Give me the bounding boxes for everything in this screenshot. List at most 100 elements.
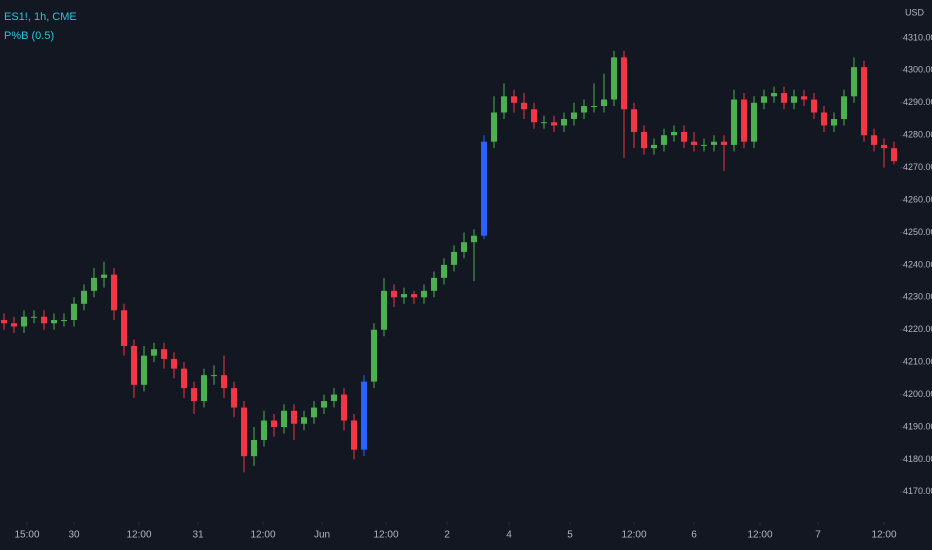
- y-tick-label: 4220.00: [903, 324, 932, 334]
- candle-body: [751, 102, 757, 142]
- candle-body: [71, 303, 77, 321]
- candle-body: [211, 375, 217, 377]
- candle-body: [581, 106, 587, 113]
- candle-body: [711, 141, 717, 145]
- candle-body: [871, 135, 877, 145]
- x-tick-label: 5: [567, 530, 573, 541]
- x-tick-label: 7: [815, 530, 821, 541]
- x-tick-label: Jun: [314, 530, 330, 541]
- candle-body: [51, 320, 57, 324]
- y-tick-label: 4250.00: [903, 227, 932, 237]
- candle-body: [231, 388, 237, 408]
- candle-body: [761, 96, 767, 103]
- candle-body: [671, 131, 677, 136]
- candle-body: [781, 93, 787, 103]
- candle-body: [521, 102, 527, 110]
- candle-body: [731, 99, 737, 145]
- candle-body: [771, 93, 777, 97]
- y-tick-label: 4200.00: [903, 389, 932, 399]
- candle-body: [141, 355, 147, 385]
- candle-body: [351, 420, 357, 450]
- candle-body: [541, 122, 547, 124]
- candle-body: [431, 277, 437, 291]
- candle-body: [801, 96, 807, 100]
- candle-body: [111, 274, 117, 311]
- candle-body: [791, 96, 797, 103]
- candle-body: [401, 294, 407, 298]
- x-tick-label: 2: [444, 530, 450, 541]
- candle-body: [741, 99, 747, 142]
- x-tick-label: 12:00: [250, 530, 275, 541]
- x-tick-label: 12:00: [871, 530, 896, 541]
- y-tick-label: 4300.00: [903, 65, 932, 75]
- candle-body: [891, 148, 897, 162]
- candle-body: [241, 407, 247, 457]
- candle-body: [201, 375, 207, 402]
- candle-body: [61, 320, 67, 322]
- candle-body: [811, 99, 817, 113]
- candle-body: [331, 394, 337, 402]
- candle-body: [81, 290, 87, 304]
- candle-body: [551, 122, 557, 126]
- candle-body: [91, 277, 97, 291]
- candle-body: [341, 394, 347, 421]
- candle-body: [121, 310, 127, 346]
- y-tick-label: 4190.00: [903, 421, 932, 431]
- candle-body: [441, 264, 447, 278]
- candle-body: [411, 294, 417, 298]
- candle-body: [311, 407, 317, 418]
- candle-body: [11, 323, 17, 327]
- candle-body: [501, 96, 507, 113]
- candle-body: [271, 420, 277, 427]
- candle-body: [181, 368, 187, 389]
- x-tick-label: 6: [691, 530, 697, 541]
- candle-body: [381, 290, 387, 330]
- candle-body: [221, 375, 227, 389]
- candle-body: [491, 112, 497, 142]
- candle-body: [841, 96, 847, 119]
- y-tick-label: 4310.00: [903, 32, 932, 42]
- y-tick-label: 4230.00: [903, 292, 932, 302]
- candle-body: [421, 290, 427, 298]
- x-tick-label: 15:00: [14, 530, 39, 541]
- candle-body: [641, 131, 647, 149]
- candle-body: [861, 67, 867, 136]
- candle-body: [561, 118, 567, 126]
- x-tick-label: 12:00: [126, 530, 151, 541]
- candle-body: [721, 141, 727, 145]
- candle-body: [851, 67, 857, 97]
- y-tick-label: 4280.00: [903, 130, 932, 140]
- candle-body: [391, 290, 397, 298]
- candle-body: [31, 316, 37, 318]
- candle-body: [621, 57, 627, 110]
- candle-body: [571, 112, 577, 119]
- candle-body: [831, 118, 837, 126]
- x-tick-label: 12:00: [373, 530, 398, 541]
- candle-body: [651, 144, 657, 149]
- candle-body: [451, 251, 457, 265]
- candle-body: [481, 141, 487, 236]
- chart-title: ES1!, 1h, CME: [4, 11, 77, 23]
- candle-body: [601, 99, 607, 107]
- candle-body: [21, 316, 27, 327]
- candle-body: [691, 141, 697, 145]
- candle-body: [281, 410, 287, 427]
- candle-body: [301, 417, 307, 424]
- indicator-label: P%B (0.5): [4, 30, 54, 42]
- candle-body: [191, 388, 197, 402]
- candle-body: [361, 381, 367, 450]
- candle-body: [511, 96, 517, 103]
- candle-body: [681, 131, 687, 142]
- candle-body: [531, 109, 537, 123]
- x-tick-label: 30: [68, 530, 80, 541]
- candle-body: [591, 106, 597, 108]
- candle-body: [461, 242, 467, 252]
- x-tick-label: 12:00: [621, 530, 646, 541]
- candle-body: [101, 274, 107, 278]
- candle-body: [171, 358, 177, 369]
- y-tick-label: 4290.00: [903, 97, 932, 107]
- candle-body: [251, 439, 257, 457]
